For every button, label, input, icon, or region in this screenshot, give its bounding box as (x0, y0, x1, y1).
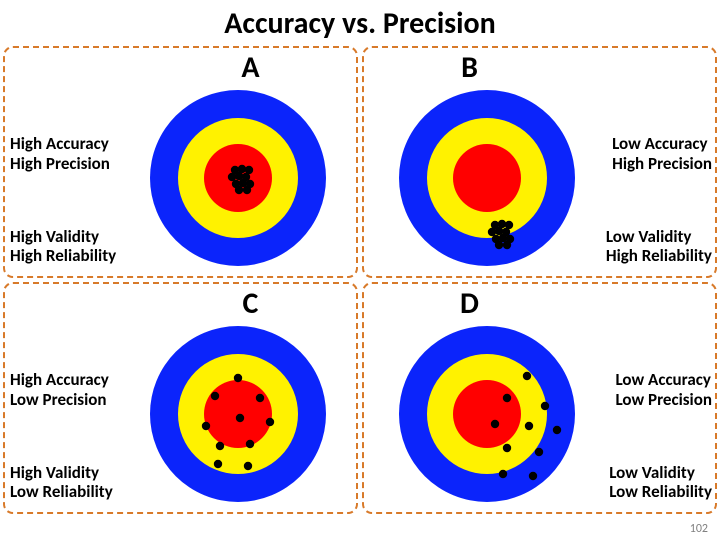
page-title: Accuracy vs. Precision (0, 0, 720, 46)
target-c (150, 326, 326, 502)
quadrant-b: B Low AccuracyHigh Precision Low Validit… (362, 46, 717, 278)
quadrant-label-d: D (364, 285, 715, 322)
quadrant-label-b: B (364, 49, 715, 86)
quadrant-label-c: C (5, 285, 356, 322)
caption-d-top: Low AccuracyLow Precision (615, 370, 712, 409)
target-a (150, 90, 326, 266)
caption-a-bot: High ValidityHigh Reliability (10, 227, 116, 266)
quadrant-a: A High AccuracyHigh Precision High Valid… (3, 46, 358, 278)
quadrant-c: C High AccuracyLow Precision High Validi… (3, 282, 358, 514)
caption-b-bot: Low ValidityHigh Reliability (606, 227, 712, 266)
quadrant-label-a: A (5, 49, 356, 86)
diagram-grid: A High AccuracyHigh Precision High Valid… (3, 46, 717, 514)
caption-b-top: Low AccuracyHigh Precision (612, 134, 712, 173)
quadrant-d: D Low AccuracyLow Precision Low Validity… (362, 282, 717, 514)
caption-a-top: High AccuracyHigh Precision (10, 134, 110, 173)
target-b (399, 90, 575, 266)
page-number: 102 (690, 522, 708, 536)
target-d (399, 326, 575, 502)
caption-c-top: High AccuracyLow Precision (10, 370, 109, 409)
caption-d-bot: Low ValidityLow Reliability (609, 463, 712, 502)
caption-c-bot: High ValidityLow Reliability (10, 463, 113, 502)
